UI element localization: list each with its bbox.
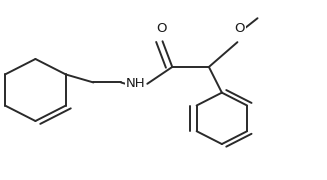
Text: O: O	[234, 22, 245, 35]
Text: O: O	[157, 22, 167, 35]
Text: NH: NH	[126, 77, 146, 90]
